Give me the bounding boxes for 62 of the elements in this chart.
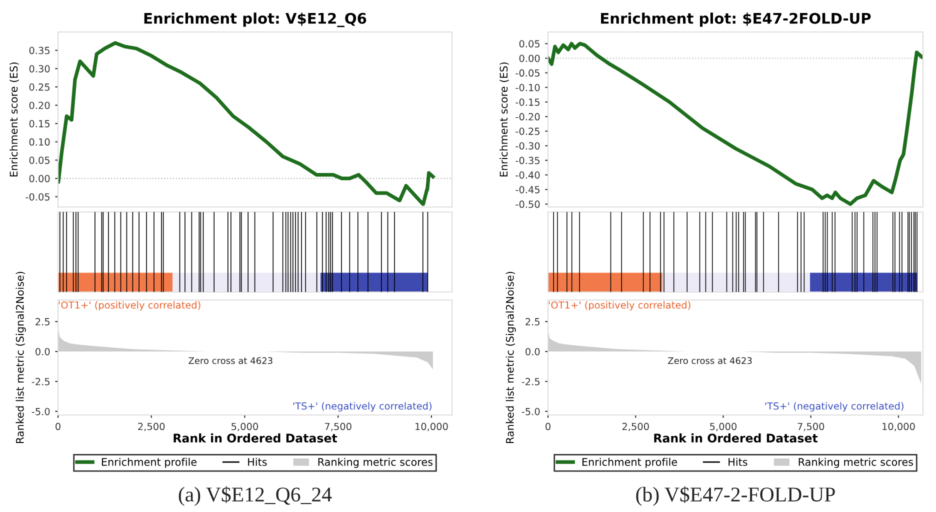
legend-label: Ranking metric scores bbox=[798, 458, 914, 468]
y-tick-label: 0.0 bbox=[36, 348, 50, 356]
y-tick-label: -0.40 bbox=[516, 171, 540, 179]
annotation: 'TS+' (negatively correlated) bbox=[765, 402, 904, 412]
x-tick-label: 7,500 bbox=[798, 422, 824, 432]
y-tick-label: 0.05 bbox=[519, 40, 540, 48]
x-tick-label: 5,000 bbox=[232, 422, 258, 432]
y-tick-label: 0.0 bbox=[526, 348, 540, 356]
y-tick-label: -0.10 bbox=[516, 84, 540, 92]
legend-label: Hits bbox=[248, 458, 267, 466]
y-tick-label: 2.5 bbox=[36, 318, 50, 326]
y-tick-label: -0.35 bbox=[516, 156, 540, 164]
x-tick-label: 0 bbox=[56, 422, 60, 430]
x-tick-label: 2,500 bbox=[138, 422, 165, 432]
y-axis-title: Ranked list metric (Signal2Noise) bbox=[16, 272, 26, 444]
x-axis-title: Rank in Ordered Dataset bbox=[654, 433, 818, 443]
y-tick-label: -0.45 bbox=[516, 186, 540, 194]
x-tick-label: 0 bbox=[546, 422, 550, 430]
legend-label: Ranking metric scores bbox=[318, 458, 433, 468]
chart-title: Enrichment plot: $E47-2FOLD-UP bbox=[601, 12, 871, 27]
y-tick-label: -0.25 bbox=[516, 128, 540, 135]
y-tick-label: 0.00 bbox=[29, 174, 50, 182]
y-tick-label: 0.10 bbox=[29, 138, 50, 146]
annotation: 'TS+' (negatively correlated) bbox=[293, 402, 432, 412]
y-tick-label: 0.15 bbox=[29, 120, 50, 128]
y-tick-label: -0.30 bbox=[516, 142, 540, 150]
annotation: Zero cross at 4623 bbox=[188, 357, 272, 364]
y-axis-title: Enrichment score (ES) bbox=[10, 62, 19, 176]
annotation: Zero cross at 4623 bbox=[668, 357, 752, 364]
y-tick-label: 0.00 bbox=[519, 54, 540, 62]
y-tick-label: 2.5 bbox=[526, 318, 540, 326]
y-tick-label: -2.5 bbox=[522, 378, 540, 386]
y-tick-label: 0.25 bbox=[29, 83, 50, 91]
y-axis-title: Enrichment score (ES) bbox=[500, 62, 509, 176]
y-tick-label: 0.35 bbox=[29, 46, 50, 54]
y-tick-label: -0.15 bbox=[516, 98, 540, 106]
y-tick-label: 0.05 bbox=[29, 156, 50, 164]
y-tick-label: -5.0 bbox=[522, 408, 540, 416]
y-tick-label: 0.30 bbox=[29, 65, 50, 72]
y-tick-label: -0.05 bbox=[516, 69, 540, 77]
legend-label: Enrichment profile bbox=[582, 458, 678, 468]
annotation: 'OT1+' (positively correlated) bbox=[58, 301, 200, 311]
legend-label: Hits bbox=[728, 458, 748, 466]
y-tick-label: -5.0 bbox=[32, 408, 50, 416]
line-series bbox=[58, 41, 435, 206]
y-axis-title: Ranked list metric (Signal2Noise) bbox=[506, 272, 516, 444]
x-tick-label: 7,500 bbox=[324, 422, 352, 432]
x-tick-label: 2,500 bbox=[622, 422, 649, 432]
y-tick-label: -0.50 bbox=[516, 200, 540, 208]
x-tick-label: 10,000 bbox=[882, 422, 915, 432]
y-tick-label: -0.20 bbox=[516, 113, 540, 120]
text: (a) V$E12_Q6_24 bbox=[178, 486, 332, 506]
legend-label: Enrichment profile bbox=[102, 458, 197, 468]
y-tick-label: 0.20 bbox=[29, 102, 50, 110]
y-tick-label: -2.5 bbox=[32, 378, 50, 386]
chart-title: Enrichment plot: V$E12_Q6 bbox=[144, 12, 366, 28]
x-axis-title: Rank in Ordered Dataset bbox=[174, 433, 338, 443]
text: (b) V$E47-2-FOLD-UP bbox=[636, 486, 835, 506]
annotation: 'OT1+' (positively correlated) bbox=[548, 301, 690, 311]
x-tick-label: 10,000 bbox=[416, 422, 448, 432]
y-tick-label: -0.05 bbox=[26, 193, 50, 201]
x-tick-label: 5,000 bbox=[710, 422, 737, 432]
